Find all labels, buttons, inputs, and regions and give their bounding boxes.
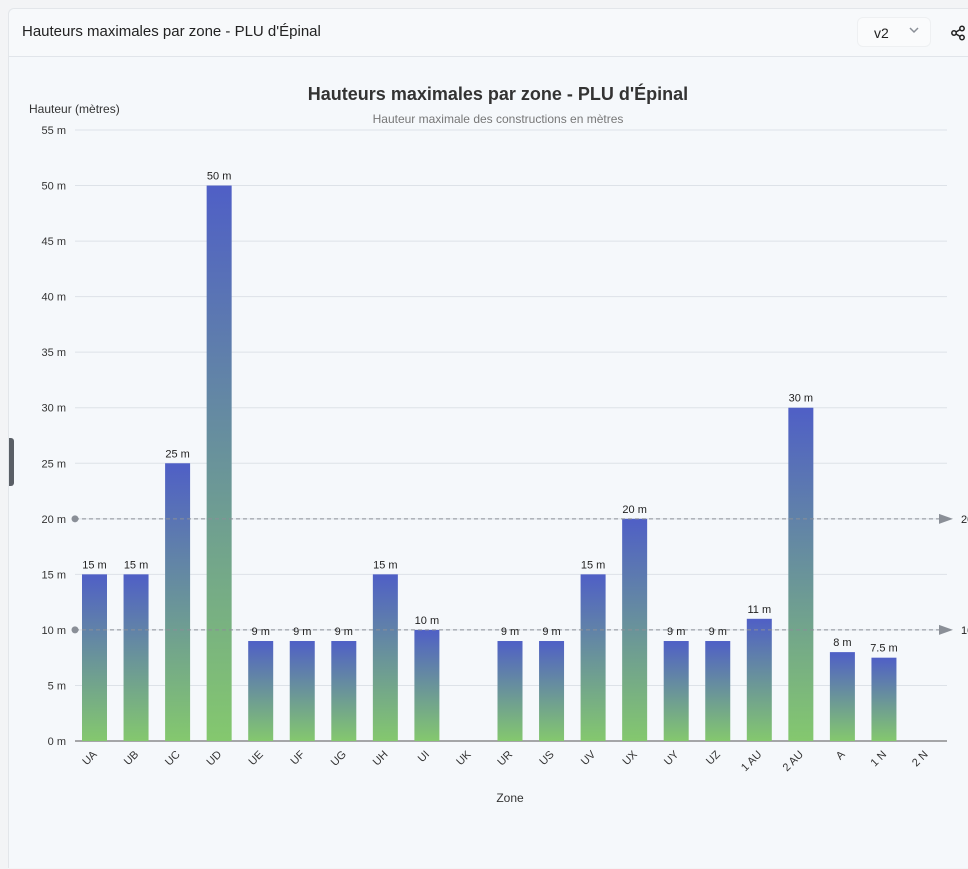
reference-line-start-marker [71,515,79,523]
data-label: 15 m [124,559,148,571]
x-tick-label: UG [329,749,349,769]
bar [497,641,523,741]
bar-chart: Hauteurs maximales par zone - PLU d'Épin… [29,83,968,805]
data-label: 9 m [542,626,560,638]
y-tick-label: 50 m [42,181,66,193]
x-tick-label: A [834,748,848,762]
reference-line-label: 20 [961,514,968,526]
bar [331,641,357,741]
data-label: 9 m [667,626,685,638]
y-tick-label: 20 m [42,514,66,526]
chart-subtitle: Hauteur maximale des constructions en mè… [373,112,624,126]
bar [871,657,897,741]
x-tick-label: UH [371,749,391,769]
x-tick-label: UE [247,749,266,768]
reference-line-arrow [939,513,953,524]
version-label: v2 [874,25,889,41]
share-icon[interactable] [950,25,966,41]
data-label: 9 m [252,626,270,638]
x-tick-label: UB [122,749,141,768]
x-tick-label: UD [205,749,225,769]
data-label: 30 m [789,393,813,405]
y-tick-label: 5 m [48,680,66,692]
data-label: 15 m [373,559,397,571]
x-tick-label: UR [495,749,515,769]
data-label: 9 m [501,626,519,638]
bar [663,641,689,741]
data-label: 15 m [82,559,106,571]
data-label: 50 m [207,171,231,183]
x-tick-label: UK [454,748,474,768]
chart-title: Hauteurs maximales par zone - PLU d'Épin… [308,83,688,104]
reference-line-label: 10 [961,625,968,637]
chevron-down-icon [908,24,920,39]
y-tick-label: 15 m [42,569,66,581]
reference-line-arrow [939,624,953,635]
data-label: 20 m [622,504,646,516]
y-tick-label: 30 m [42,403,66,415]
bar [788,407,814,741]
reference-line-start-marker [71,626,79,634]
data-label: 8 m [833,637,851,649]
bar [289,641,315,741]
x-tick-label: UY [662,748,682,768]
bar [829,652,855,741]
data-label: 9 m [709,626,727,638]
x-tick-label: 2 N [910,749,931,770]
bar [248,641,274,741]
data-label: 10 m [415,615,439,627]
data-label: 7.5 m [870,643,898,655]
y-tick-label: 35 m [42,347,66,359]
x-tick-label: UZ [704,748,723,767]
bar [165,463,191,741]
window-title: Hauteurs maximales par zone - PLU d'Épin… [22,23,321,40]
data-label: 25 m [165,448,189,460]
x-tick-label: UC [163,749,183,769]
bar [123,574,149,741]
header-bar: Hauteurs maximales par zone - PLU d'Épin… [9,9,968,57]
bar [539,641,565,741]
chart-window: Hauteurs maximales par zone - PLU d'Épin… [8,8,968,868]
y-tick-label: 55 m [42,125,66,137]
bar [82,574,107,741]
y-tick-label: 10 m [42,625,66,637]
data-label: 9 m [335,626,353,638]
data-label: 15 m [581,559,605,571]
bar [746,618,772,741]
x-tick-label: US [537,749,556,768]
x-tick-label: UF [289,748,308,767]
y-tick-label: 40 m [42,292,66,304]
x-tick-label: 1 AU [739,749,764,774]
bar [580,574,606,741]
x-tick-label: UA [80,748,100,768]
x-tick-label: UV [579,748,599,768]
bar [414,629,440,741]
bar [372,574,398,741]
version-dropdown[interactable]: v2 [857,17,931,47]
x-tick-label: UI [416,749,432,765]
x-axis-label: Zone [496,791,524,805]
x-tick-label: UX [620,748,640,768]
bar [206,185,232,741]
y-axis-label: Hauteur (mètres) [29,102,120,116]
y-tick-label: 0 m [48,736,66,748]
bar [705,641,731,741]
x-tick-label: 2 AU [781,749,806,774]
side-tab-handle[interactable] [9,438,14,486]
data-label: 11 m [747,604,771,616]
x-tick-label: 1 N [868,749,889,770]
y-tick-label: 45 m [42,236,66,248]
y-tick-label: 25 m [42,458,66,470]
data-label: 9 m [293,626,311,638]
